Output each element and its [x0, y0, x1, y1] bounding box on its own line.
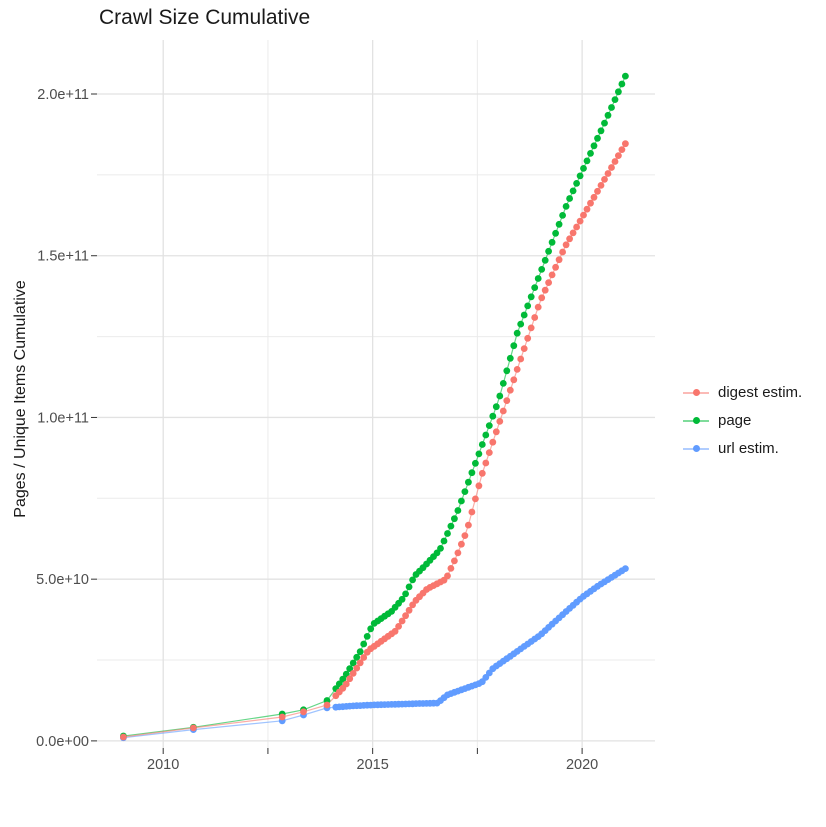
x-tick-label: 2020	[566, 757, 598, 773]
y-tick-label: 1.0e+11	[37, 410, 89, 426]
y-tick-label: 1.5e+11	[37, 249, 89, 265]
legend-key-icon	[683, 411, 709, 430]
gridlines-minor	[97, 40, 655, 748]
series-line-url-estim	[123, 568, 626, 739]
gridlines-major	[97, 40, 655, 748]
chart-title: Crawl Size Cumulative	[99, 6, 311, 29]
legend-key-icon	[683, 439, 709, 458]
y-tick-label: 0.0e+00	[36, 734, 89, 750]
y-tick-label: 5.0e+10	[36, 572, 89, 588]
legend-item-url-estim: url estim.	[683, 439, 802, 458]
y-axis-title: Pages / Unique Items Cumulative	[12, 280, 29, 518]
legend-item-page: page	[683, 411, 802, 430]
x-tick-label: 2015	[357, 757, 389, 773]
legend-label: digest estim.	[718, 384, 803, 401]
legend-key-icon	[683, 383, 709, 402]
legend-label: page	[718, 412, 752, 429]
series-points-digest-estim	[120, 140, 629, 741]
y-tick-label: 2.0e+11	[37, 87, 89, 103]
axis-ticks	[91, 93, 583, 754]
series-points-url-estim	[120, 565, 629, 742]
legend: digest estim. page url estim.	[683, 383, 802, 458]
series-points-page	[120, 72, 629, 740]
x-tick-label: 2010	[147, 757, 179, 773]
legend-label: url estim.	[718, 440, 779, 457]
legend-item-digest-estim: digest estim.	[683, 383, 802, 402]
